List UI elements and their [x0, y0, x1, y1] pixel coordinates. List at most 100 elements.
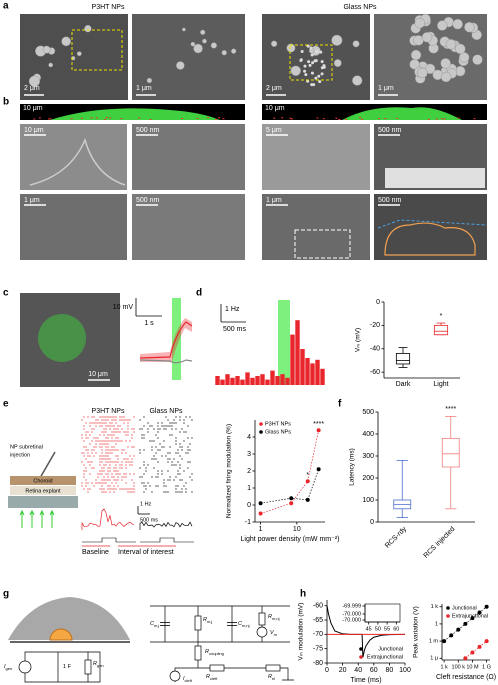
x-tick-label: 60 [370, 667, 378, 674]
red-dot [80, 117, 83, 119]
image [132, 124, 245, 190]
red-dot [441, 118, 444, 120]
red-dot [33, 118, 36, 120]
point [258, 501, 263, 506]
y-tick-label: -1 [245, 519, 251, 526]
scale-bar-label: 10 μm [265, 105, 285, 112]
symbol: R [268, 614, 272, 620]
x-tick-label: 1 G [482, 664, 491, 670]
zoom-box [294, 229, 351, 259]
subscript: m,nj [242, 623, 250, 628]
red-dot [360, 118, 363, 120]
point [289, 501, 294, 506]
light-arrow [19, 509, 25, 528]
subscript: coupling [209, 651, 224, 656]
bar [285, 377, 290, 385]
particle [455, 43, 466, 55]
red-dot [396, 117, 399, 119]
y-tick-label: 0 [376, 299, 380, 306]
scale-bar-label: 500 nm [378, 127, 402, 134]
red-dot [109, 117, 112, 119]
x-tick-label: 50 [375, 626, 381, 632]
significance: **** [313, 421, 324, 428]
point [305, 479, 310, 484]
legend-swatch [446, 606, 450, 610]
panel-letter: d [196, 288, 202, 299]
bar [280, 374, 285, 385]
red-dot [384, 118, 387, 120]
x-axis-label: Light power density (mW mm⁻²) [241, 536, 340, 543]
scale-bar-label: 500 nm [136, 197, 160, 204]
y-tick-label: 200 [362, 475, 374, 482]
chamber [8, 496, 78, 508]
cell-outline [29, 137, 126, 186]
particle [200, 29, 206, 35]
y-tick-label: 400 [362, 431, 374, 438]
particle [322, 64, 326, 68]
point [289, 496, 294, 501]
red-dot [149, 118, 152, 120]
fluorescence [342, 107, 462, 120]
subscript: m,j [207, 619, 212, 624]
particle [270, 40, 278, 47]
particle [352, 40, 360, 48]
particle [303, 69, 307, 73]
point [305, 497, 310, 502]
particle [472, 54, 483, 65]
retina-layer [10, 486, 76, 495]
particle [310, 53, 314, 57]
illumination-spot [38, 314, 86, 362]
bar [245, 372, 250, 385]
trace [139, 359, 193, 364]
red-dot [335, 117, 338, 119]
red-dot [473, 118, 476, 120]
bar [240, 379, 245, 385]
line [326, 605, 406, 658]
symbol: R [206, 674, 210, 680]
symbol: 1 F [63, 664, 72, 670]
circuit-label: Rcoupling [205, 649, 224, 656]
bar [250, 377, 255, 385]
legend-label: Extrajunctional [452, 613, 488, 619]
particle [311, 61, 315, 65]
y-tick-label: 300 [362, 453, 374, 460]
y-tick-label: -60 [370, 369, 380, 376]
symbol: I [4, 664, 6, 670]
panel-letter: f [338, 399, 342, 410]
circuit-label: 1 F [63, 664, 72, 670]
red-dot [104, 118, 107, 120]
x-tick-label: 80 [386, 667, 394, 674]
x-tick-label: 100 k [452, 664, 466, 670]
bar [310, 363, 315, 385]
current-source [18, 660, 32, 674]
particle [331, 34, 343, 46]
y-axis-label: Peak variation (V) [413, 606, 420, 658]
red-dot [181, 117, 184, 119]
red-dot [49, 118, 52, 120]
particle [286, 43, 296, 53]
scale-bar-label: 2 μm [24, 85, 40, 92]
image [20, 124, 127, 190]
panel-letter: c [3, 288, 9, 299]
point [316, 428, 321, 433]
particle [310, 83, 314, 87]
y-tick-label: 100 [362, 497, 374, 504]
light-stimulus [172, 298, 181, 380]
psth [81, 508, 135, 530]
y-axis-label: Latency (ms) [349, 448, 356, 486]
box [433, 324, 449, 336]
image [20, 194, 127, 260]
image [132, 14, 245, 100]
red-dot [196, 117, 199, 119]
red-dot [138, 117, 141, 119]
bar [295, 320, 300, 385]
trace-band [140, 318, 192, 362]
red-dot [70, 118, 73, 120]
particle [319, 50, 323, 54]
resistor [265, 664, 281, 672]
particle [313, 59, 317, 63]
x-axis-label: Time (ms) [350, 677, 381, 684]
bar [320, 368, 325, 385]
x-tick-label: 1 k [440, 664, 448, 670]
red-dot [47, 118, 50, 120]
